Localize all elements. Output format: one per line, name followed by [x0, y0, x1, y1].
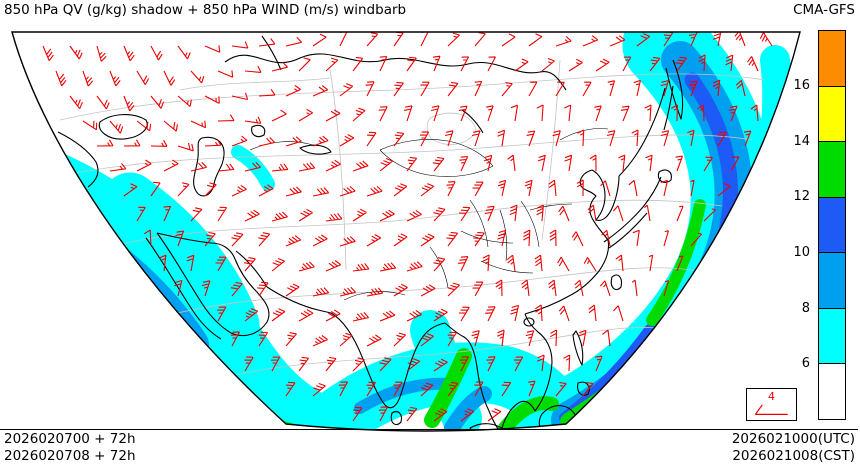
colorbar-segments — [819, 31, 845, 420]
wind-barbs — [42, 32, 773, 422]
wind-barb-icon — [754, 404, 788, 415]
valid-time-utc: 2026021000(UTC) — [731, 431, 855, 447]
barb-legend-box: 4 — [746, 388, 797, 421]
barb-legend-value: 4 — [768, 390, 775, 403]
colorbar-segment — [819, 85, 845, 142]
init-time-utc: 2026020700 + 72h — [4, 431, 136, 447]
bottom-frame-line — [0, 429, 858, 430]
colorbar-segment — [819, 141, 845, 197]
colorbar-segment — [819, 252, 845, 308]
model-name-label: CMA-GFS — [793, 2, 855, 18]
colorbar-tick-label: 12 — [793, 189, 810, 204]
valid-time-cst: 2026021008(CST) — [732, 448, 855, 464]
colorbar-tick-label: 8 — [801, 301, 810, 316]
init-time-cst: 2026020708 + 72h — [4, 448, 136, 464]
colorbar-tick-label: 6 — [801, 356, 810, 371]
map-frame — [11, 31, 801, 432]
colorbar-segment — [819, 196, 845, 253]
colorbar-segment — [819, 363, 845, 420]
colorbar-segment — [819, 307, 845, 364]
contour-lines — [39, 59, 766, 383]
colorbar-tick-label: 14 — [793, 134, 810, 149]
colorbar-segment — [819, 31, 845, 86]
colorbar-tick-label: 16 — [793, 78, 810, 93]
colorbar-tick-label: 10 — [793, 245, 810, 260]
chart-title: 850 hPa QV (g/kg) shadow + 850 hPa WIND … — [4, 2, 407, 18]
colorbar — [818, 30, 846, 420]
